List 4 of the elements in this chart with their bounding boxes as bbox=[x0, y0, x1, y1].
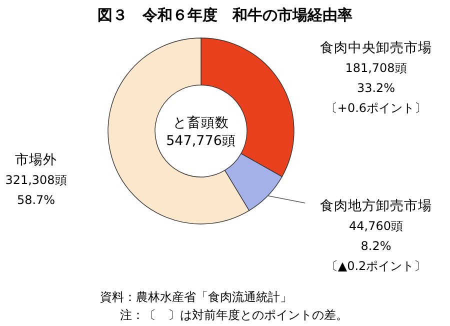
text: と畜頭数 547,776頭 bbox=[166, 114, 236, 149]
text: 注：〔 〕は対前年度とのポイントの差。 bbox=[120, 308, 348, 322]
text: 資料：農林水産省「食肉流通統計」 bbox=[100, 290, 292, 304]
chart-title: 図３ 令和６年度 和牛の市場経由率 bbox=[98, 6, 352, 24]
